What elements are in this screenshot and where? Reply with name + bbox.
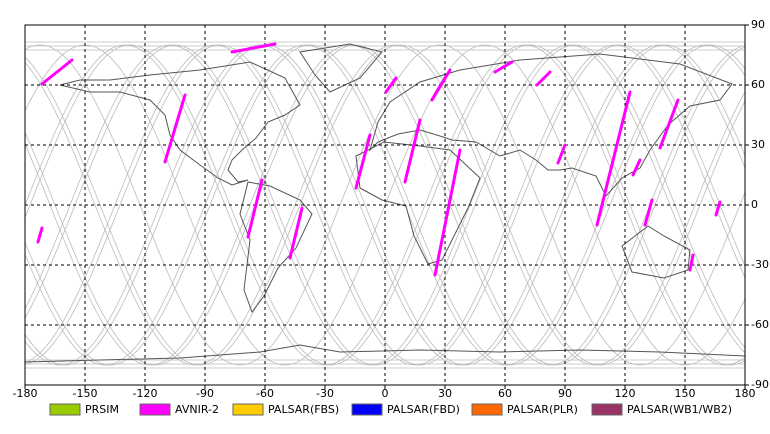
legend-swatch — [351, 403, 383, 416]
observation-swath — [535, 70, 552, 87]
legend-swatch — [232, 403, 264, 416]
observation-swath — [714, 200, 722, 217]
x-tick-label: 120 — [615, 387, 636, 400]
legend-label: PRSIM — [85, 403, 119, 416]
observation-swath — [433, 148, 462, 277]
legend-label: PALSAR(PLR) — [507, 403, 578, 416]
x-tick-label: -180 — [13, 387, 38, 400]
africa — [355, 141, 481, 265]
observation-swath — [643, 198, 654, 227]
legend-swatch — [591, 403, 623, 416]
observation-swath — [354, 133, 372, 190]
observation-swath — [40, 58, 74, 86]
observation-swath — [163, 93, 187, 164]
x-tick-label: 60 — [498, 387, 512, 400]
observation-swath — [658, 98, 680, 150]
y-tick-label: -30 — [751, 258, 769, 271]
legend-label: PALSAR(FBD) — [387, 403, 460, 416]
x-tick-label: -120 — [133, 387, 158, 400]
x-tick-label: -60 — [256, 387, 274, 400]
y-tick-label: 90 — [751, 18, 765, 31]
greenland — [299, 43, 383, 93]
x-tick-label: -30 — [316, 387, 334, 400]
y-tick-label: 30 — [751, 138, 765, 151]
y-tick-label: 0 — [751, 198, 758, 211]
observation-swath — [288, 206, 304, 260]
legend-swatch — [471, 403, 503, 416]
observation-swath — [246, 178, 264, 239]
legend-label: AVNIR-2 — [175, 403, 219, 416]
antarctica — [24, 344, 746, 363]
australia — [621, 225, 691, 279]
x-tick-label: 90 — [558, 387, 572, 400]
observation-swath — [430, 68, 452, 102]
orbit-track — [24, 44, 746, 366]
x-tick-label: -90 — [196, 387, 214, 400]
x-tick-label: -150 — [73, 387, 98, 400]
observation-swath — [631, 158, 642, 177]
x-tick-label: 30 — [438, 387, 452, 400]
observation-swath — [556, 143, 567, 165]
x-tick-label: 180 — [735, 387, 756, 400]
x-tick-label: 0 — [382, 387, 389, 400]
observation-swath — [403, 118, 422, 184]
y-tick-label: -90 — [751, 378, 769, 391]
orbit-track — [24, 44, 746, 366]
legend-label: PALSAR(WB1/WB2) — [627, 403, 732, 416]
y-tick-label: 60 — [751, 78, 765, 91]
y-tick-label: -60 — [751, 318, 769, 331]
observation-swath — [36, 226, 44, 244]
orbit-track — [24, 44, 746, 366]
orbit-track — [24, 44, 746, 366]
x-tick-label: 150 — [675, 387, 696, 400]
legend-label: PALSAR(FBS) — [268, 403, 339, 416]
observation-swath — [493, 60, 514, 74]
observation-swath — [384, 76, 398, 94]
observation-swath — [595, 90, 632, 227]
observation-swath — [688, 253, 695, 272]
legend-swatch — [49, 403, 81, 416]
north-america — [59, 61, 301, 186]
legend-swatch — [139, 403, 171, 416]
observation-swath — [230, 42, 277, 54]
